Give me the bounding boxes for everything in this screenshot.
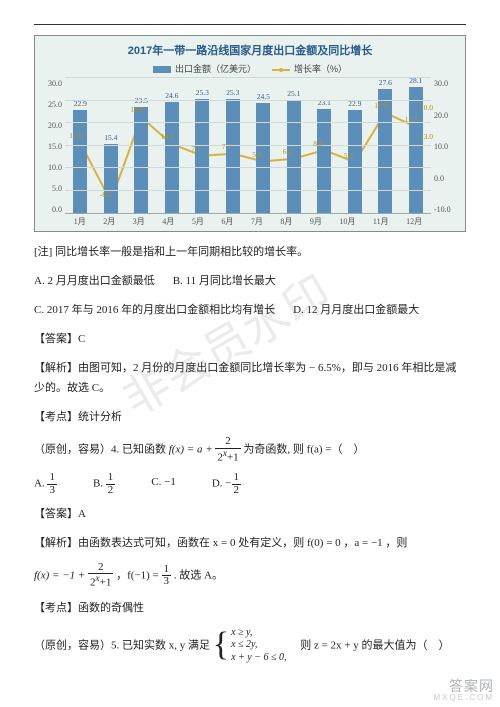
yr-tick: 0.0: [434, 174, 457, 183]
q3-opt-c: C. 2017 年与 2016 年的月度出口金额相比均有增长: [34, 300, 275, 321]
q4-stem: （原创，容易）4. 已知函数 f(x) = a + 22x+1 为奇函数, 则 …: [34, 436, 466, 464]
x-axis: 1月2月3月4月5月6月7月8月9月10月11月12月: [65, 216, 431, 227]
answer-label: 【答案】: [34, 333, 78, 345]
yr-tick: 20.0: [434, 111, 457, 120]
sys-l2: x ≤ 2y,: [231, 639, 257, 650]
yl-tick: 25.0: [43, 100, 62, 109]
sys-l3: x + y − 6 ≤ 0,: [231, 652, 286, 663]
yl-tick: 20.0: [43, 121, 62, 130]
chart-title: 2017年一带一路沿线国家月度出口金额及同比增长: [43, 42, 457, 58]
plot-area: 22.915.423.524.625.325.324.525.123.122.9…: [65, 79, 431, 214]
explain-4b: ，f(−1) =: [116, 569, 161, 581]
frac-2-over: 22x+1: [215, 436, 240, 464]
q4-options: A. 13 B. 12 C. −1 D. −12: [34, 472, 466, 496]
q5-stem-b: 则 z = 2x + y 的最大值为（ ）: [289, 639, 449, 651]
y-axis-right: 30.0 20.0 10.0 0.0 -10.0: [431, 79, 457, 214]
q4-explain-2: f(x) = −1 + 22x+1 ，f(−1) = 13 . 故选 A。: [34, 562, 466, 590]
q3-opt-b: B. 11 月同比增长最大: [173, 271, 276, 292]
q3-answer: 【答案】C: [34, 329, 466, 350]
q4-topic: 【考点】函数的奇偶性: [34, 598, 466, 619]
topic-text: 统计分析: [78, 411, 122, 423]
sys-l1: x ≥ y,: [231, 627, 252, 638]
frac-13: 13: [162, 564, 172, 588]
q4-b-label: B.: [93, 478, 103, 490]
explain-4c: . 故选 A。: [171, 569, 223, 581]
explain-label: 【解析】: [34, 537, 78, 549]
legend-line: 增长率（%）: [272, 62, 347, 75]
q4-a-label: A.: [34, 478, 45, 490]
q4-stem-b: 为奇函数, 则 f(a) =（ ）: [243, 444, 364, 456]
q4-opt-c: C. −1: [151, 472, 176, 496]
q4-opt-d: D. −12: [212, 472, 241, 496]
q4-opt-a: A. 13: [34, 472, 57, 496]
q4-explain: 【解析】由函数表达式可知，函数在 x = 0 处有定义，则 f(0) = 0 ，…: [34, 533, 466, 554]
top-rule: [34, 24, 466, 25]
yl-tick: 15.0: [43, 142, 62, 151]
note: [注] 同比增长率一般是指和上一年同期相比较的增长率。: [34, 242, 466, 263]
q4-answer: 【答案】A: [34, 504, 466, 525]
yr-tick: 30.0: [434, 79, 457, 88]
footer-big: 答案网: [434, 679, 494, 694]
legend-line-label: 增长率（%）: [294, 64, 347, 74]
q4-stem-a: （原创，容易）4. 已知函数: [34, 444, 169, 456]
chart-container: 2017年一带一路沿线国家月度出口金额及同比增长 出口金额（亿美元） 增长率（%…: [34, 35, 466, 232]
q3-opt-d: D. 12 月月度出口金额最大: [293, 300, 419, 321]
frac-expr: 22x+1: [88, 562, 113, 590]
q3-topic: 【考点】统计分析: [34, 407, 466, 428]
topic-text: 函数的奇偶性: [78, 602, 144, 614]
left-brace-icon: {: [213, 630, 229, 660]
yl-tick: 5.0: [43, 184, 62, 193]
answer-value: A: [78, 508, 86, 520]
q4-opt-b: B. 12: [93, 472, 115, 496]
system-lines: x ≥ y, x ≤ 2y, x + y − 6 ≤ 0,: [231, 627, 286, 665]
q5-stem: （原创，容易）5. 已知实数 x, y 满足 { x ≥ y, x ≤ 2y, …: [34, 627, 466, 665]
explain-label: 【解析】: [34, 362, 78, 374]
body-text: [注] 同比增长率一般是指和上一年同期相比较的增长率。 A. 2 月月度出口金额…: [34, 242, 466, 664]
q4-expr: f(x) = −1 +: [34, 569, 88, 581]
q4-fx: f(x) = a +: [169, 444, 216, 456]
legend-bar-label: 出口金额（亿美元）: [175, 64, 256, 74]
yl-tick: 30.0: [43, 79, 62, 88]
q3-options: A. 2 月月度出口金额最低 B. 11 月同比增长最大: [34, 271, 466, 292]
footer-brand: 答案网 MXQE.COM: [434, 679, 494, 703]
q3-opt-a: A. 2 月月度出口金额最低: [34, 271, 155, 292]
explain-text: 由图可知，2 月份的月度出口金额同比增长率为 − 6.5%，即与 2016 年相…: [34, 362, 456, 395]
chart-plot: 30.0 25.0 20.0 15.0 10.0 5.0 0.0 22.915.…: [43, 79, 457, 214]
explain-4a: 由函数表达式可知，函数在 x = 0 处有定义，则 f(0) = 0 ，a = …: [78, 537, 407, 549]
answer-value: C: [78, 333, 85, 345]
answer-label: 【答案】: [34, 508, 78, 520]
chart-legend: 出口金额（亿美元） 增长率（%）: [43, 62, 457, 75]
system: { x ≥ y, x ≤ 2y, x + y − 6 ≤ 0,: [213, 627, 287, 665]
yr-tick: 10.0: [434, 142, 457, 151]
topic-label: 【考点】: [34, 411, 78, 423]
yl-tick: 10.0: [43, 163, 62, 172]
topic-label: 【考点】: [34, 602, 78, 614]
q4-d-label: D.: [212, 478, 223, 490]
q3-explain: 【解析】由图可知，2 月份的月度出口金额同比增长率为 − 6.5%，即与 201…: [34, 358, 466, 400]
footer-small: MXQE.COM: [434, 694, 494, 703]
legend-bar: 出口金额（亿美元）: [153, 62, 256, 75]
q3-options-2: C. 2017 年与 2016 年的月度出口金额相比均有增长 D. 12 月月度…: [34, 300, 466, 321]
y-axis-left: 30.0 25.0 20.0 15.0 10.0 5.0 0.0: [43, 79, 65, 214]
yr-tick: -10.0: [434, 205, 457, 214]
yl-tick: 0.0: [43, 205, 62, 214]
q5-stem-a: （原创，容易）5. 已知实数 x, y 满足: [34, 639, 213, 651]
